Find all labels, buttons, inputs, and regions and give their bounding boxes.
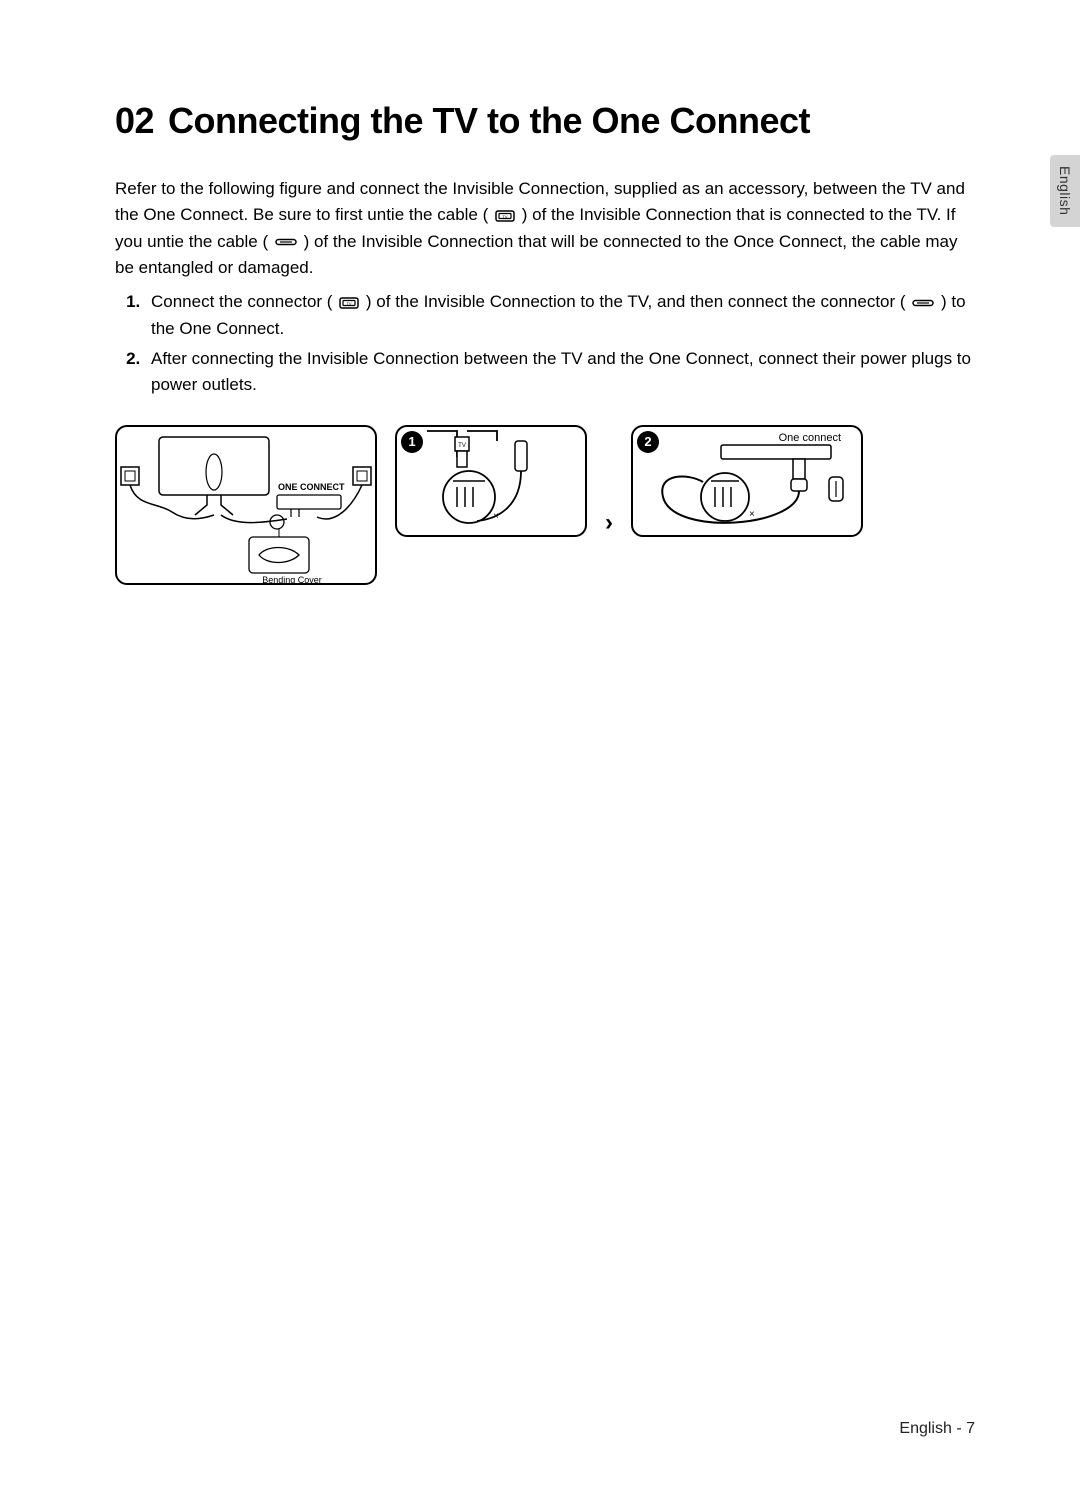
step-1: Connect the connector ( TV ) of the Invi… (145, 289, 975, 342)
steps-list: Connect the connector ( TV ) of the Invi… (145, 289, 975, 398)
figure-step2: 2 One connect × (631, 425, 863, 537)
figure-row: ONE CONNECT Bending Cover 1 TV × (115, 425, 975, 585)
figure-overview: ONE CONNECT Bending Cover (115, 425, 377, 585)
chevron-right-icon: › (605, 509, 613, 537)
tv-connector-icon: TV (339, 296, 359, 310)
svg-text:×: × (749, 509, 755, 520)
manual-page: English 02 Connecting the TV to the One C… (0, 0, 1080, 1494)
figure-step1: 1 TV × (395, 425, 587, 537)
label-one-connect-small: One connect (779, 432, 841, 444)
tv-tag-icon: TV (458, 443, 466, 449)
step-badge-icon: 1 (401, 431, 423, 453)
section-title-text: Connecting the TV to the One Connect (168, 100, 810, 141)
language-tab: English (1050, 155, 1080, 227)
tv-connector-icon: TV (495, 209, 515, 223)
flat-connector-icon (912, 299, 934, 307)
section-heading: 02 Connecting the TV to the One Connect (115, 100, 975, 142)
step2-text: After connecting the Invisible Connectio… (151, 349, 971, 394)
page-footer: English - 7 (899, 1420, 975, 1438)
language-tab-label: English (1057, 166, 1073, 215)
svg-text:TV: TV (502, 214, 507, 219)
step-badge-icon: 2 (637, 431, 659, 453)
flat-connector-icon (275, 238, 297, 246)
step1-a: Connect the connector ( (151, 292, 332, 311)
label-one-connect: ONE CONNECT (278, 482, 345, 492)
svg-text:TV: TV (347, 301, 352, 306)
label-bending-cover: Bending Cover (262, 575, 322, 585)
step-2: After connecting the Invisible Connectio… (145, 346, 975, 399)
svg-text:×: × (493, 511, 499, 522)
section-number: 02 (115, 100, 154, 141)
intro-paragraph: Refer to the following figure and connec… (115, 176, 975, 281)
step1-b: ) of the Invisible Connection to the TV,… (366, 292, 906, 311)
